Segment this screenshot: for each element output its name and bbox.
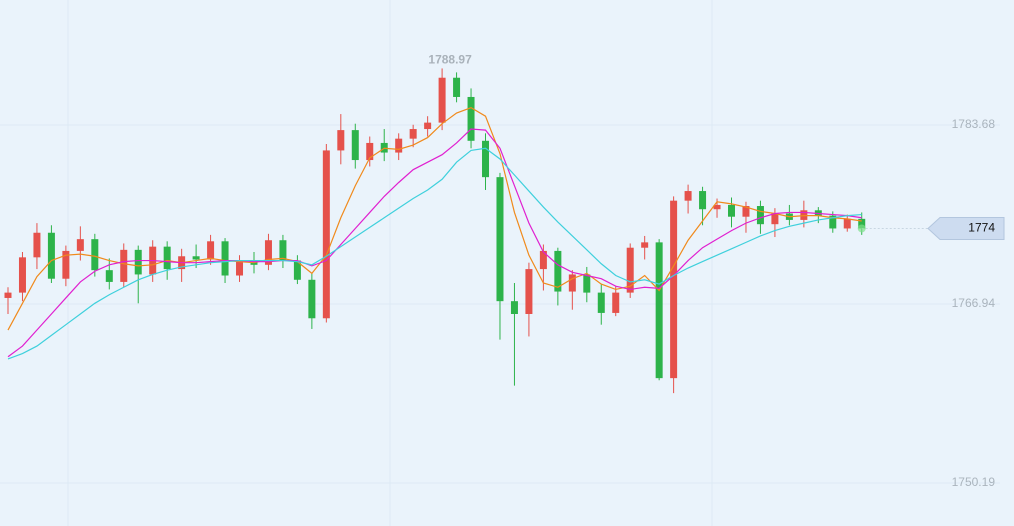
candle-body xyxy=(742,206,750,217)
candle-body xyxy=(496,177,504,302)
candle-body xyxy=(728,204,735,217)
candle-body xyxy=(409,129,417,139)
candle-body xyxy=(684,191,692,201)
max-label: 1788.97 xyxy=(428,53,472,67)
candle-body xyxy=(525,269,533,314)
candle-body xyxy=(192,256,200,260)
candle-body xyxy=(568,274,576,292)
candle-body xyxy=(510,301,518,314)
candle-body xyxy=(597,292,605,313)
y-tick-label: 1766.94 xyxy=(952,296,996,310)
candle-body xyxy=(221,241,229,276)
candle-body xyxy=(293,260,301,280)
candle-body xyxy=(308,279,316,319)
candle-body xyxy=(395,138,403,153)
candle-body xyxy=(207,241,215,260)
candle-body xyxy=(4,292,12,298)
candle-body xyxy=(236,260,244,276)
candle-body xyxy=(756,206,764,225)
last-price: 1774 xyxy=(968,221,995,235)
last-price-dot xyxy=(857,224,866,233)
candle-body xyxy=(612,292,620,313)
y-tick-label: 1783.68 xyxy=(952,117,996,131)
candle-body xyxy=(105,270,113,282)
candle-body xyxy=(120,249,128,282)
candle-body xyxy=(264,240,272,265)
candle-body xyxy=(438,77,446,123)
candle-body xyxy=(713,204,721,210)
candle-body xyxy=(453,77,461,97)
candle-body xyxy=(76,239,84,251)
candle-body xyxy=(843,218,851,229)
candle-body xyxy=(18,257,26,293)
candle-body xyxy=(351,130,359,161)
candle-body xyxy=(322,150,330,319)
candle-body xyxy=(62,250,70,279)
candle-body xyxy=(829,215,837,229)
candle-body xyxy=(163,246,171,270)
candle-body xyxy=(539,250,547,270)
ma-line xyxy=(7,147,862,360)
ma-line xyxy=(7,128,862,358)
candle-body xyxy=(47,232,55,279)
candle-body xyxy=(670,200,678,379)
candle-body xyxy=(655,242,663,379)
candle-body xyxy=(699,191,707,210)
candle-body xyxy=(858,218,866,229)
candle-body xyxy=(771,213,779,225)
candle-body xyxy=(424,122,432,130)
candle-body xyxy=(337,130,345,151)
y-tick-label: 1750.19 xyxy=(952,475,996,489)
candle-body xyxy=(33,232,41,258)
candle-body xyxy=(626,247,634,293)
candle-body xyxy=(583,274,591,293)
last-price-tag xyxy=(927,216,1005,240)
ma-line xyxy=(7,106,862,331)
candle-body xyxy=(279,240,287,261)
candle-body xyxy=(482,140,490,178)
candle-body xyxy=(641,242,649,248)
candle-body xyxy=(554,250,562,292)
candle-body xyxy=(91,239,99,271)
candle-body xyxy=(134,249,142,275)
candle-body xyxy=(467,96,475,141)
candle-body xyxy=(366,142,374,161)
